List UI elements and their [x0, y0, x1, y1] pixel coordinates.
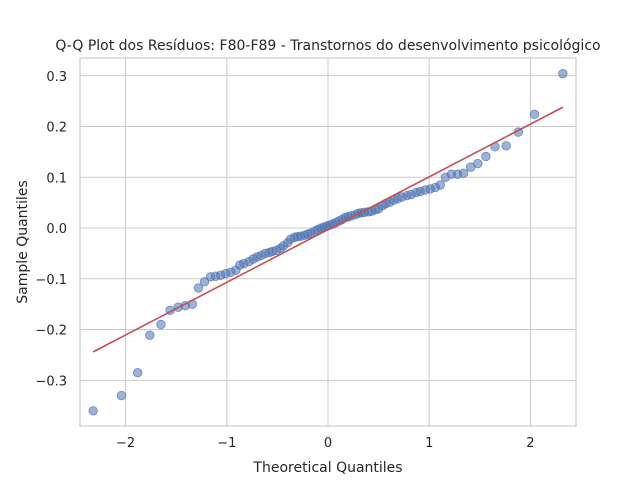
y-tick-label: −0.1 [35, 273, 67, 288]
data-point [88, 406, 98, 416]
reference-line-layer [92, 106, 564, 353]
y-tick-label: 0.2 [46, 121, 67, 136]
y-tick-label: 0.3 [46, 70, 67, 85]
data-point [156, 319, 166, 330]
data-point [501, 141, 511, 151]
data-point [481, 151, 491, 162]
x-axis-label: Theoretical Quantiles [252, 460, 402, 476]
x-tick-label: 0 [324, 436, 332, 451]
y-axis-label: Sample Quantiles [15, 180, 31, 303]
y-tick-labels: −0.3 −0.2 −0.1 0.0 0.1 0.2 0.3 [35, 70, 67, 390]
reference-line [92, 106, 564, 353]
y-tick-label: −0.2 [35, 324, 67, 339]
x-tick-labels: −2 −1 0 1 2 [116, 436, 535, 451]
y-tick-label: 0.0 [46, 222, 67, 237]
data-point [473, 158, 483, 169]
data-point [193, 283, 204, 293]
data-point [558, 69, 568, 79]
plot-frame [79, 57, 577, 427]
data-point [116, 390, 127, 401]
data-point [435, 180, 446, 190]
chart-title: Q-Q Plot dos Resíduos: F80-F89 - Transto… [55, 38, 600, 54]
y-tick-label: −0.3 [35, 374, 67, 389]
data-point [199, 277, 210, 287]
data-point [529, 109, 540, 120]
x-tick-label: 1 [425, 436, 433, 451]
grid-lines [80, 58, 576, 426]
data-point [458, 168, 469, 178]
data-point [132, 368, 143, 378]
x-tick-label: 2 [526, 436, 534, 451]
x-tick-label: −1 [217, 436, 236, 451]
data-point [145, 330, 155, 340]
x-tick-label: −2 [116, 436, 135, 451]
y-tick-label: 0.1 [46, 171, 67, 186]
